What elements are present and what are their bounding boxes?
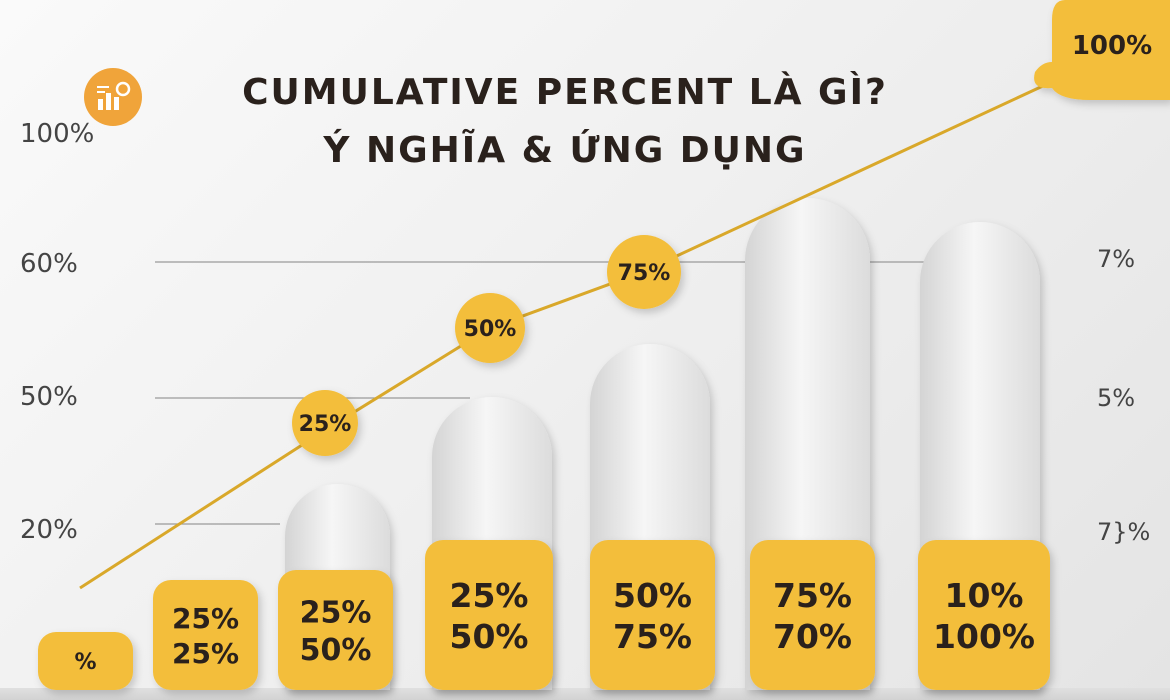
bar-label: 25%	[172, 637, 239, 670]
line-marker-label: 100%	[1072, 31, 1152, 61]
right-axis-tick-label: 7}%	[1097, 518, 1150, 546]
bar-label: 50%	[613, 576, 692, 615]
bar	[153, 580, 258, 690]
cumulative-line	[79, 83, 1046, 590]
bar-label: 70%	[773, 617, 852, 656]
bar-label: 10%	[945, 576, 1024, 615]
line-marker-label: 50%	[464, 317, 517, 342]
bar-label: 25%	[450, 576, 529, 615]
right-axis-tick-label: 7%	[1097, 245, 1135, 273]
line-marker-label: 75%	[618, 261, 671, 286]
bar-label: 50%	[300, 633, 372, 668]
line-marker	[292, 390, 358, 456]
line-marker	[455, 293, 525, 363]
chart-title-line-1: CUMULATIVE PERCENT LÀ GÌ?	[242, 72, 888, 113]
bar-label: 100%	[933, 617, 1035, 656]
left-axis-tick-label: 60%	[20, 249, 78, 279]
line-marker	[1034, 0, 1170, 100]
bar-label: 75%	[613, 617, 692, 656]
bar-label: 25%	[300, 596, 372, 631]
right-axis-tick-label: 5%	[1097, 384, 1135, 412]
bar-label: 50%	[450, 617, 529, 656]
bar-label: %	[74, 650, 96, 675]
bar-label: 75%	[773, 576, 852, 615]
left-axis-tick-label: 20%	[20, 515, 78, 545]
left-axis-tick-label: 50%	[20, 382, 78, 412]
bar	[590, 540, 715, 690]
bar	[38, 632, 133, 690]
bar	[425, 540, 553, 690]
left-axis-tick-label: 100%	[20, 119, 94, 149]
line-marker	[607, 235, 681, 309]
bar	[750, 540, 875, 690]
chart-title-line-2: Ý NGHĨA & ỨNG DỤNG	[323, 130, 807, 171]
bar	[918, 540, 1050, 690]
chart-floor	[0, 688, 1170, 700]
chart-analytics-icon	[84, 68, 142, 126]
bar-label: 25%	[172, 602, 239, 635]
line-marker-label: 25%	[299, 412, 352, 437]
bar	[278, 570, 393, 690]
